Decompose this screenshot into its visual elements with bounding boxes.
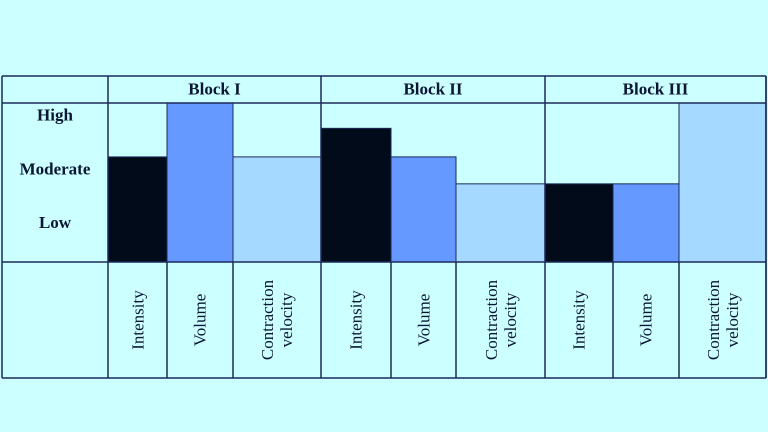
bar bbox=[544, 183, 614, 263]
bar bbox=[107, 156, 168, 263]
series-label: Intensity bbox=[569, 290, 589, 350]
bar bbox=[678, 102, 767, 263]
series-label: Contraction velocity bbox=[481, 279, 520, 361]
series-label: Volume bbox=[190, 293, 210, 347]
y-tick-label: Moderate bbox=[20, 159, 91, 178]
series-label: Contraction velocity bbox=[258, 279, 296, 361]
series-label: Contraction velocity bbox=[703, 279, 742, 361]
series-label: Intensity bbox=[346, 290, 366, 350]
y-tick-label: Low bbox=[39, 213, 72, 232]
y-tick-label: High bbox=[37, 105, 73, 124]
series-label: Intensity bbox=[128, 290, 147, 350]
block-header: Block III bbox=[623, 79, 689, 98]
series-label: Volume bbox=[414, 293, 433, 347]
series-label: Volume bbox=[636, 293, 656, 347]
bar bbox=[455, 183, 546, 263]
bar bbox=[166, 102, 234, 263]
bar bbox=[390, 156, 457, 263]
bar bbox=[232, 156, 322, 263]
block-header: Block I bbox=[188, 79, 241, 98]
block-header: Block II bbox=[403, 79, 462, 98]
bar bbox=[612, 183, 680, 263]
bar bbox=[320, 127, 392, 263]
